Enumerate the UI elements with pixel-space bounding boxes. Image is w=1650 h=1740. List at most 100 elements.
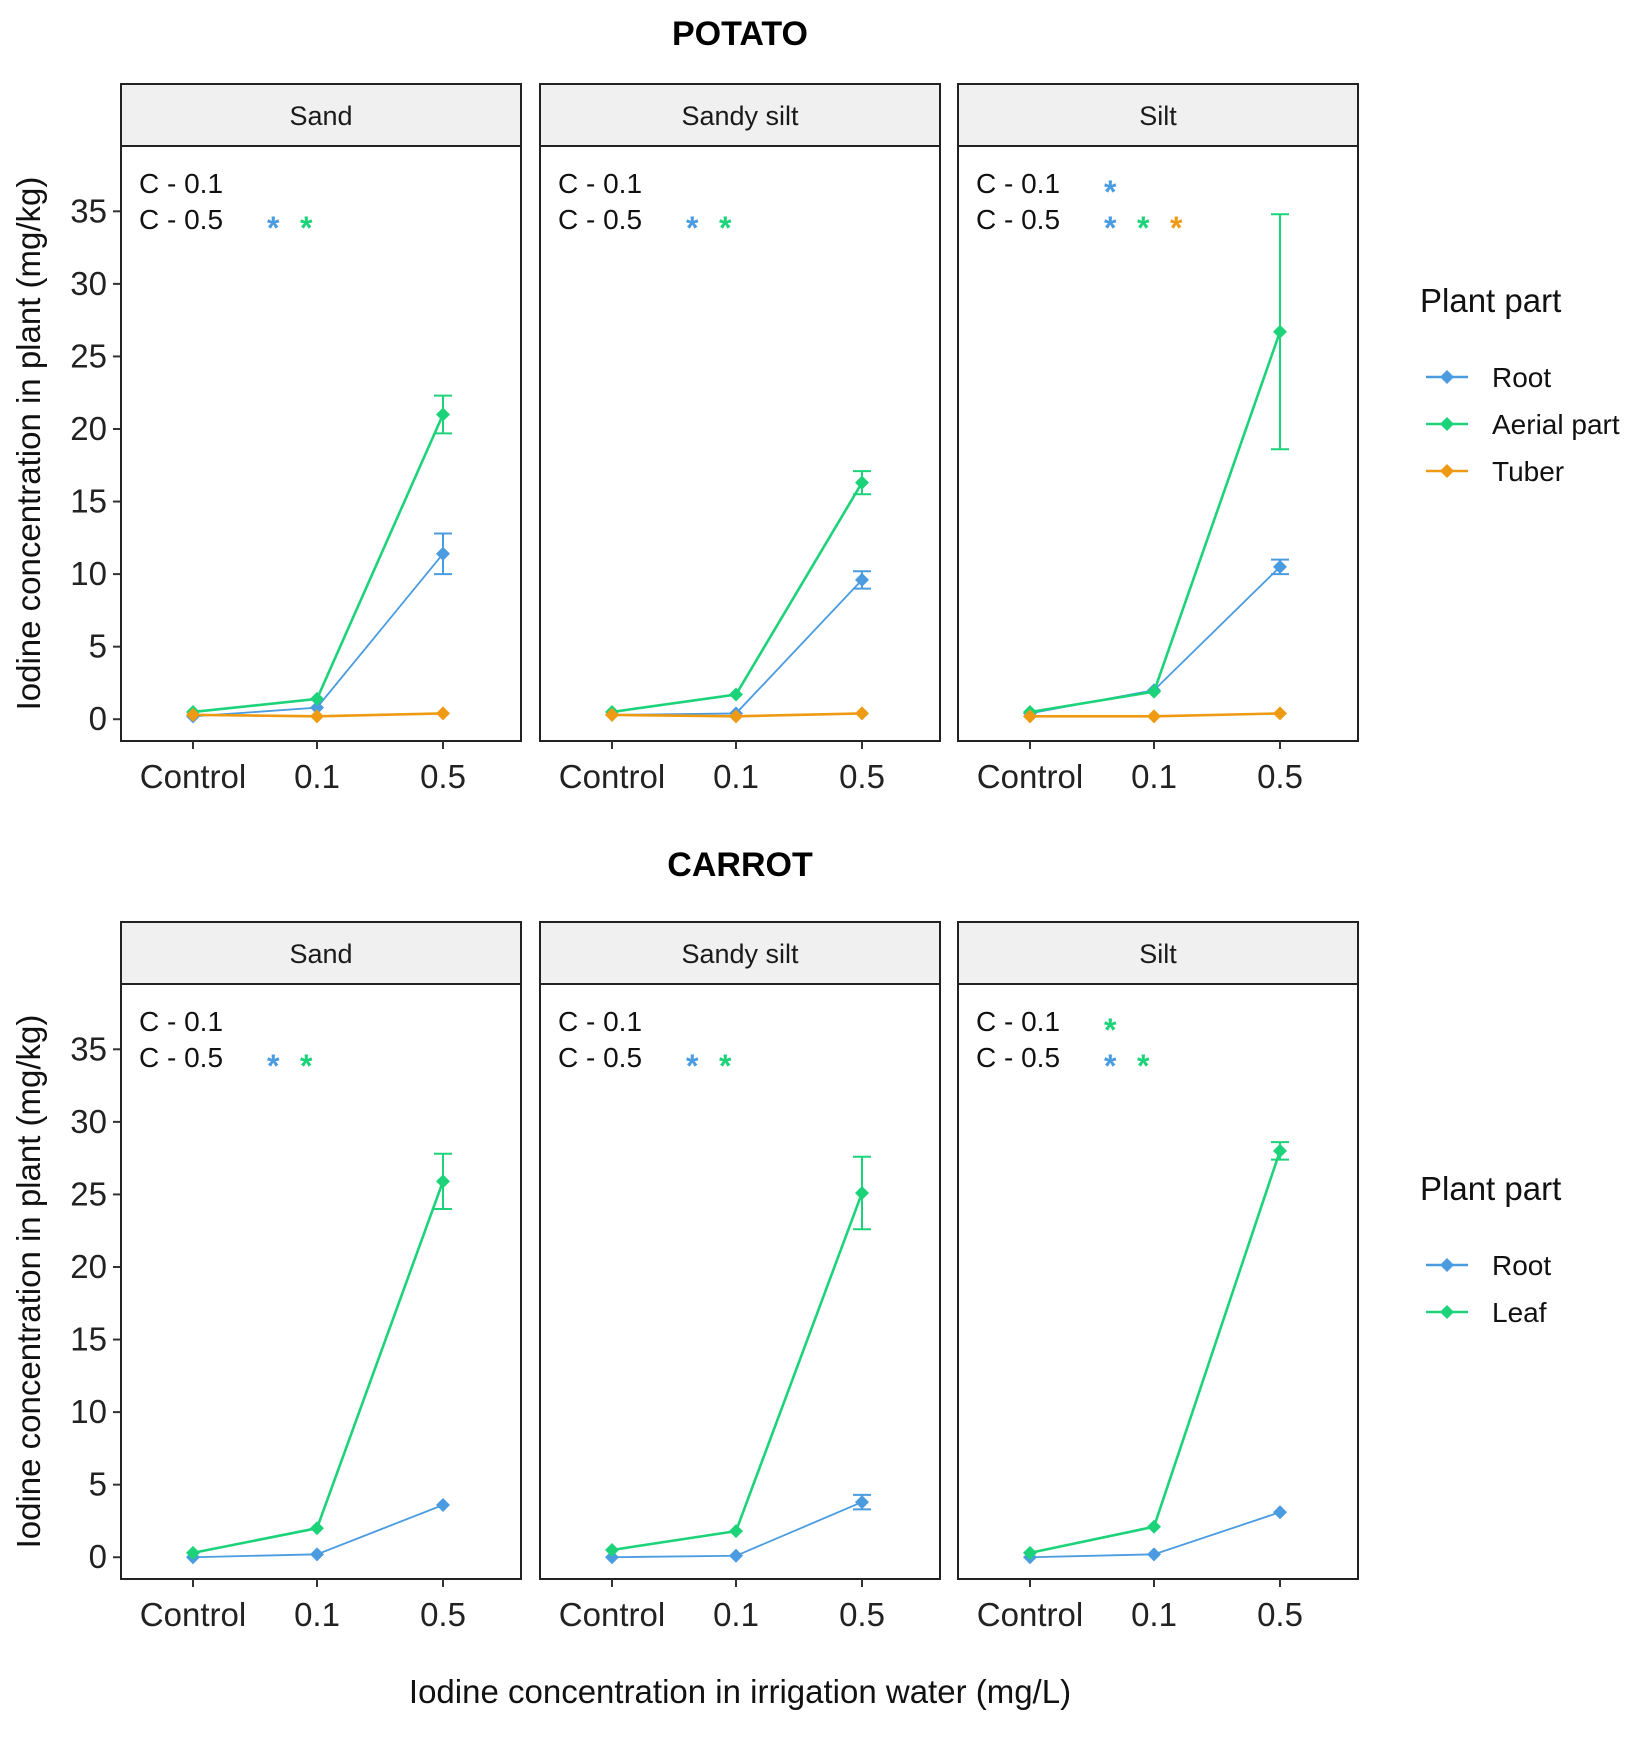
legend-key-marker <box>1440 464 1454 478</box>
legend-entry-tuber: Tuber <box>1426 456 1564 487</box>
x-tick-label: 0.1 <box>713 1596 759 1633</box>
x-tick-label: 0.1 <box>294 758 340 795</box>
x-tick-label: 0.1 <box>713 758 759 795</box>
y-tick-label: 0 <box>89 1538 107 1575</box>
x-tick-label: Control <box>977 1596 1083 1633</box>
legend-label: Leaf <box>1492 1297 1547 1328</box>
data-point <box>186 1545 200 1560</box>
comparison-label: C - 0.5 <box>139 1042 223 1073</box>
data-point <box>855 706 869 721</box>
legend-label: Tuber <box>1492 456 1564 487</box>
data-point <box>605 707 619 722</box>
comparison-label: C - 0.1 <box>976 1006 1060 1037</box>
panel-plot-area <box>539 983 941 1580</box>
panel-strip <box>957 921 1359 985</box>
x-tick-label: 0.5 <box>839 1596 885 1633</box>
data-point <box>855 572 869 587</box>
significance-star: * <box>1137 1048 1150 1084</box>
y-tick-label: 15 <box>70 1321 107 1358</box>
significance-star: * <box>719 1048 732 1084</box>
significance-star: * <box>1104 1012 1117 1048</box>
comparison-label: C - 0.1 <box>139 168 223 199</box>
comparison-label: C - 0.5 <box>139 204 223 235</box>
series-aerial-part <box>605 470 871 719</box>
data-point <box>729 709 743 724</box>
panel-strip <box>539 83 941 147</box>
significance-star: * <box>686 210 699 246</box>
significance-star: * <box>1104 1048 1117 1084</box>
panel-strip-label: Sand <box>289 939 352 969</box>
y-tick-label: 20 <box>70 1248 107 1285</box>
comparison-label: C - 0.5 <box>976 204 1060 235</box>
x-tick-label: 0.5 <box>1257 758 1303 795</box>
legend: Plant part Root Aerial part Tuber <box>1420 282 1620 487</box>
significance-star: * <box>300 210 313 246</box>
data-point <box>310 691 324 706</box>
x-tick-label: 0.5 <box>420 1596 466 1633</box>
y-tick-label: 5 <box>89 1466 107 1503</box>
y-tick-label: 5 <box>89 628 107 665</box>
x-tick-label: Control <box>140 758 246 795</box>
x-tick-label: 0.1 <box>1131 758 1177 795</box>
significance-star: * <box>267 210 280 246</box>
series-tuber <box>1023 706 1287 724</box>
significance-star: * <box>1137 210 1150 246</box>
x-tick-label: Control <box>559 1596 665 1633</box>
panel-strip <box>539 921 941 985</box>
significance-star: * <box>1104 174 1117 210</box>
y-axis-label: Iodine concentration in plant (mg/kg) <box>10 177 47 711</box>
panel-strip-label: Sandy silt <box>681 939 799 969</box>
panel-strip-label: Silt <box>1139 101 1177 131</box>
legend-title: Plant part <box>1420 1170 1561 1207</box>
data-point <box>186 707 200 722</box>
data-point <box>1273 1143 1287 1158</box>
comparison-label: C - 0.5 <box>558 204 642 235</box>
legend-entry-root: Root <box>1426 362 1551 393</box>
data-point <box>436 1174 450 1189</box>
panel-strip-label: Sandy silt <box>681 101 799 131</box>
x-axis-label: Iodine concentration in irrigation water… <box>409 1673 1071 1710</box>
legend-entry-root: Root <box>1426 1250 1551 1281</box>
panel-plot-area <box>539 145 941 742</box>
y-tick-label: 15 <box>70 483 107 520</box>
x-tick-label: 0.1 <box>294 1596 340 1633</box>
data-point <box>310 1521 324 1536</box>
y-tick-label: 35 <box>70 1030 107 1067</box>
series-tuber <box>605 706 869 724</box>
legend-label: Root <box>1492 362 1551 393</box>
series-root <box>605 1493 871 1565</box>
data-point <box>1023 709 1037 724</box>
data-point <box>729 1524 743 1539</box>
data-point <box>436 706 450 721</box>
data-point <box>729 1548 743 1563</box>
y-axis-label: Iodine concentration in plant (mg/kg) <box>10 1015 47 1549</box>
data-point <box>1147 684 1161 699</box>
x-tick-label: Control <box>140 1596 246 1633</box>
x-tick-label: 0.5 <box>1257 1596 1303 1633</box>
comparison-label: C - 0.5 <box>976 1042 1060 1073</box>
data-point <box>436 1497 450 1512</box>
data-point <box>855 1185 869 1200</box>
x-tick-label: 0.1 <box>1131 1596 1177 1633</box>
data-point <box>605 1550 619 1565</box>
legend-label: Aerial part <box>1492 409 1620 440</box>
x-tick-label: Control <box>559 758 665 795</box>
y-tick-label: 25 <box>70 337 107 374</box>
y-tick-label: 35 <box>70 192 107 229</box>
y-tick-label: 20 <box>70 410 107 447</box>
significance-star: * <box>686 1048 699 1084</box>
comparison-label: C - 0.5 <box>558 1042 642 1073</box>
data-point <box>1147 709 1161 724</box>
panel-sandy-silt: Sandy silt Control 0.1 0.5 C - 0.1 C - 0.5 * * <box>539 83 941 795</box>
data-point <box>1273 1505 1287 1520</box>
panel-sand: Sand Control 0.1 0.5 C - 0.1 C - 0.5 * * <box>120 83 522 795</box>
chart-title: POTATO <box>672 15 808 53</box>
x-tick-label: 0.5 <box>420 758 466 795</box>
series-leaf <box>605 1155 871 1557</box>
panel-sandy-silt: Sandy silt Control 0.1 0.5 C - 0.1 C - 0.5 * * <box>539 921 941 1633</box>
significance-star: * <box>1170 210 1183 246</box>
data-point <box>1273 559 1287 574</box>
significance-star: * <box>719 210 732 246</box>
